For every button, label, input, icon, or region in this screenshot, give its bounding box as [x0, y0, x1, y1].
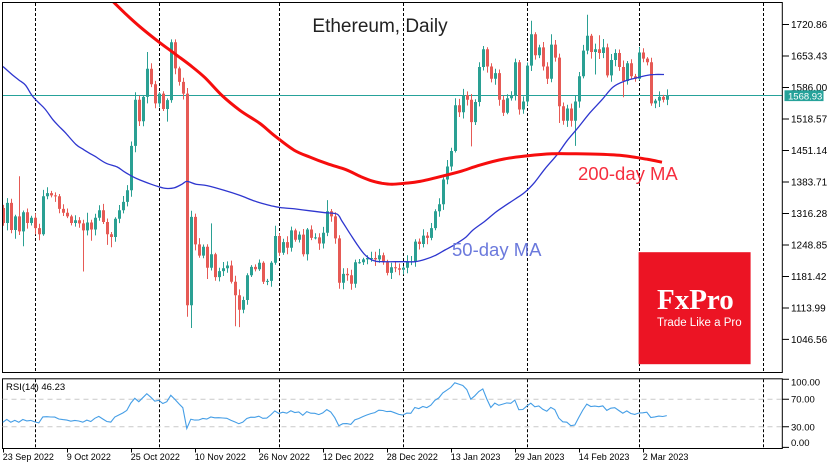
svg-text:2 Mar 2023: 2 Mar 2023: [643, 452, 689, 462]
svg-text:200-day MA: 200-day MA: [578, 163, 678, 184]
svg-text:12 Dec 2022: 12 Dec 2022: [323, 452, 374, 462]
svg-text:Ethereum, Daily: Ethereum, Daily: [312, 16, 448, 37]
svg-text:26 Nov 2022: 26 Nov 2022: [259, 452, 310, 462]
svg-text:1248.85: 1248.85: [791, 241, 828, 252]
svg-text:29 Jan 2023: 29 Jan 2023: [515, 452, 565, 462]
svg-text:50-day MA: 50-day MA: [452, 239, 542, 260]
svg-text:1653.43: 1653.43: [791, 52, 828, 63]
svg-text:Trade Like a Pro: Trade Like a Pro: [657, 317, 742, 329]
svg-text:14 Feb 2023: 14 Feb 2023: [579, 452, 630, 462]
svg-text:30.00: 30.00: [791, 422, 815, 433]
svg-text:1383.71: 1383.71: [791, 178, 828, 189]
svg-text:RSI(14) 46.23: RSI(14) 46.23: [6, 382, 65, 393]
svg-text:9 Oct 2022: 9 Oct 2022: [67, 452, 111, 462]
svg-text:23 Sep 2022: 23 Sep 2022: [3, 452, 54, 462]
svg-text:1568.93: 1568.93: [788, 91, 822, 102]
svg-text:FxPro: FxPro: [657, 284, 734, 316]
svg-text:100.00: 100.00: [791, 377, 820, 388]
svg-text:1451.14: 1451.14: [791, 146, 828, 157]
svg-text:10 Nov 2022: 10 Nov 2022: [195, 452, 246, 462]
svg-text:70.00: 70.00: [791, 395, 815, 406]
svg-text:25 Oct 2022: 25 Oct 2022: [131, 452, 180, 462]
svg-text:28 Dec 2022: 28 Dec 2022: [387, 452, 438, 462]
svg-text:1586.00: 1586.00: [791, 83, 828, 94]
svg-text:1518.57: 1518.57: [791, 115, 828, 126]
svg-text:1181.42: 1181.42: [791, 272, 827, 283]
svg-text:1046.56: 1046.56: [791, 335, 828, 346]
svg-text:1720.86: 1720.86: [791, 20, 828, 31]
svg-text:0.00: 0.00: [791, 438, 810, 449]
svg-text:13 Jan 2023: 13 Jan 2023: [451, 452, 501, 462]
svg-text:1316.28: 1316.28: [791, 209, 828, 220]
svg-text:1113.99: 1113.99: [791, 304, 826, 315]
